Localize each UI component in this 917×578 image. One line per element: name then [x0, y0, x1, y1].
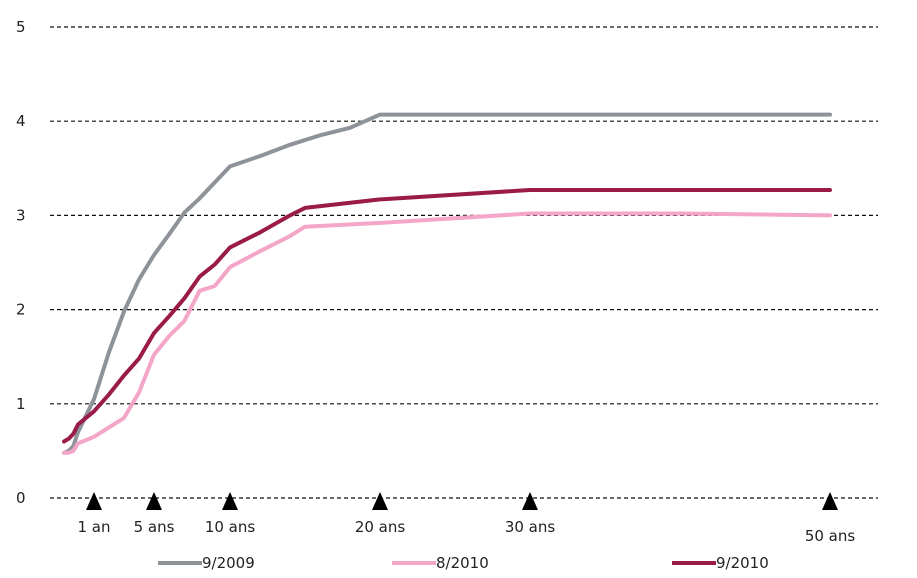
gridlines	[50, 26, 878, 499]
series-line-9-2010	[62, 188, 832, 444]
legend-label: 8/2010	[436, 554, 489, 572]
triangle-marker-icon	[822, 492, 838, 510]
x-marker-label: 10 ans	[205, 518, 256, 536]
series-line-8-2010	[62, 211, 832, 455]
x-marker-label: 50 ans	[805, 527, 856, 545]
legend: 9/2009 8/2010 9/2010	[158, 554, 769, 572]
y-tick-label: 4	[16, 112, 26, 130]
legend-label: 9/2010	[716, 554, 769, 572]
x-marker-label: 30 ans	[505, 518, 556, 536]
triangle-marker-icon	[86, 492, 102, 510]
triangle-marker-icon	[146, 492, 162, 510]
y-axis-ticks: 0 1 2 3 4 5	[16, 18, 26, 507]
x-marker-label: 1 an	[77, 518, 110, 536]
x-markers: 1 an 5 ans 10 ans 20 ans 30 ans 50 ans	[77, 492, 855, 545]
legend-label: 9/2009	[202, 554, 255, 572]
y-tick-label: 1	[16, 395, 26, 413]
y-tick-label: 0	[16, 489, 26, 507]
triangle-marker-icon	[522, 492, 538, 510]
series-line-9-2009	[62, 112, 832, 455]
triangle-marker-icon	[222, 492, 238, 510]
x-marker-label: 5 ans	[134, 518, 175, 536]
y-tick-label: 5	[16, 18, 26, 36]
triangle-marker-icon	[372, 492, 388, 510]
x-marker-label: 20 ans	[355, 518, 406, 536]
y-tick-label: 2	[16, 301, 26, 319]
series-lines	[62, 112, 832, 455]
y-tick-label: 3	[16, 206, 26, 224]
